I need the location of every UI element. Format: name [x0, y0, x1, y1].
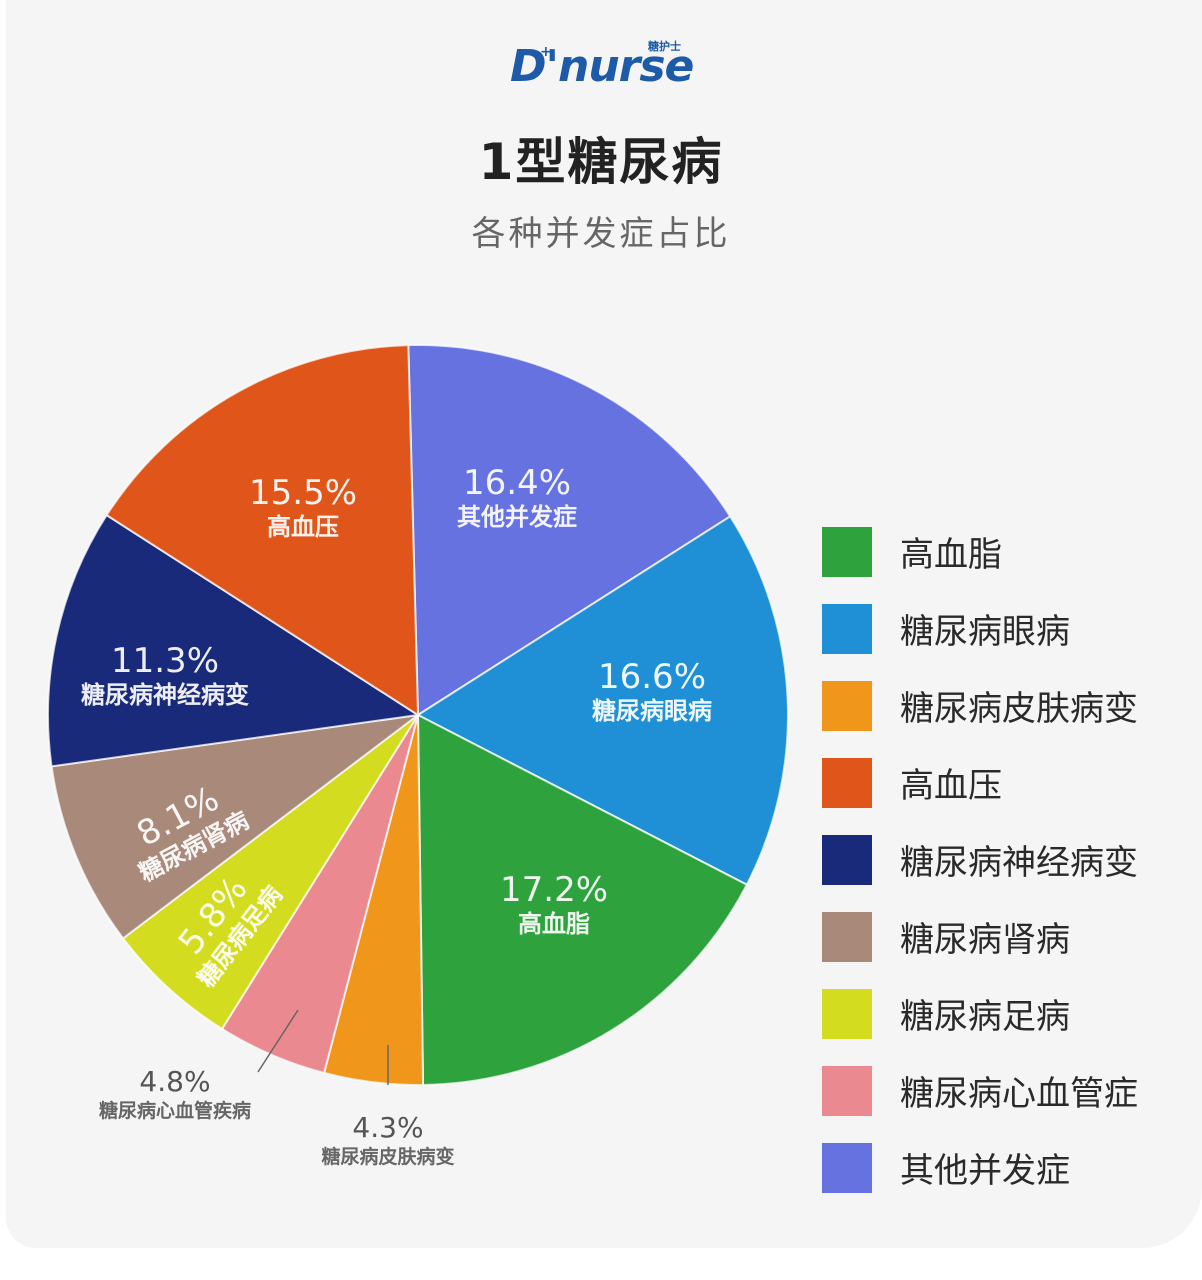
legend-item: 糖尿病心血管症 — [822, 1052, 1138, 1129]
legend-item: 高血脂 — [822, 513, 1138, 590]
pie-slice — [415, 515, 789, 887]
dnurse-logo: D'nurse + 糖护士 — [510, 40, 700, 92]
legend-swatch — [822, 603, 872, 654]
legend-label: 其他并发症 — [900, 1151, 1070, 1191]
slice-percent: 17.2% — [499, 870, 609, 910]
logo-text: D'nurse — [510, 41, 694, 92]
slice-percent: 4.3% — [352, 1111, 424, 1144]
logo-plus-icon: + — [540, 44, 552, 60]
legend-label: 高血脂 — [900, 535, 1002, 575]
legend-swatch — [822, 1142, 872, 1193]
legend-label: 高血压 — [900, 766, 1002, 806]
legend-item: 糖尿病皮肤病变 — [822, 667, 1138, 744]
slice-percent: 4.8% — [139, 1065, 211, 1098]
chart-legend: 高血脂 糖尿病眼病 糖尿病皮肤病变 高血压 糖尿病神经病变 糖尿病肾病 糖尿病足… — [822, 513, 1138, 1206]
pie-slice — [407, 344, 732, 717]
slice-name: 糖尿病眼病 — [592, 697, 712, 725]
legend-label: 糖尿病心血管症 — [900, 1074, 1138, 1114]
legend-swatch — [822, 911, 872, 962]
legend-item: 其他并发症 — [822, 1129, 1138, 1206]
slice-name: 高血压 — [266, 513, 339, 541]
legend-swatch — [822, 1065, 872, 1116]
legend-label: 糖尿病肾病 — [900, 920, 1070, 960]
legend-item: 高血压 — [822, 744, 1138, 821]
slice-label: 17.2% 高血脂 — [500, 871, 608, 939]
slice-name: 糖尿病心血管疾病 — [98, 1100, 252, 1122]
legend-swatch — [822, 988, 872, 1039]
legend-item: 糖尿病足病 — [822, 975, 1138, 1052]
slice-name: 高血脂 — [517, 910, 590, 938]
legend-item: 糖尿病肾病 — [822, 898, 1138, 975]
pie-slice — [50, 713, 422, 940]
slice-label: 11.3% 糖尿病神经病变 — [81, 642, 249, 710]
legend-swatch — [822, 526, 872, 577]
legend-item: 糖尿病神经病变 — [822, 821, 1138, 898]
slice-label: 4.8% 糖尿病心血管疾病 — [99, 1066, 251, 1124]
legend-swatch — [822, 680, 872, 731]
pie-slice — [416, 713, 749, 1086]
legend-label: 糖尿病神经病变 — [900, 843, 1138, 883]
legend-label: 糖尿病眼病 — [900, 612, 1070, 652]
slice-percent: 16.4% — [462, 463, 571, 503]
chart-title: 1型糖尿病 — [478, 133, 724, 191]
slice-percent: 16.6% — [597, 657, 706, 697]
slice-percent: 11.3% — [110, 641, 219, 681]
pie-slice — [121, 714, 419, 1031]
slice-label: 16.6% 糖尿病眼病 — [592, 658, 712, 726]
legend-label: 糖尿病皮肤病变 — [900, 689, 1138, 729]
slice-name: 其他并发症 — [457, 503, 577, 531]
slice-label: 4.3% 糖尿病皮肤病变 — [321, 1112, 454, 1170]
legend-label: 糖尿病足病 — [900, 997, 1070, 1037]
slice-name: 糖尿病皮肤病变 — [321, 1146, 455, 1168]
leader-line — [257, 1009, 299, 1073]
slice-label: 15.5% 高血压 — [249, 474, 357, 542]
chart-subtitle: 各种并发症占比 — [471, 214, 731, 254]
legend-item: 糖尿病眼病 — [822, 590, 1138, 667]
legend-swatch — [822, 834, 872, 885]
slice-percent: 15.5% — [248, 473, 358, 513]
pie-slice — [47, 513, 421, 768]
logo-subtext: 糖护士 — [648, 40, 681, 53]
slice-name: 糖尿病神经病变 — [81, 681, 249, 709]
slice-label: 16.4% 其他并发症 — [457, 464, 577, 532]
legend-swatch — [822, 757, 872, 808]
pie-slice — [105, 344, 420, 717]
